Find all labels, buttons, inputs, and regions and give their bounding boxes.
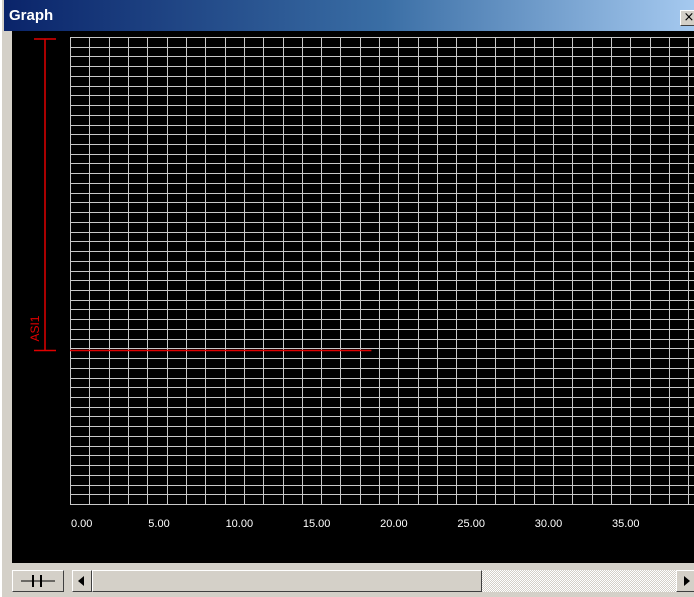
graph-plot-area[interactable]: 0.00 5.00 10.00 15.00 20.00 25.00 30.00 35.00 AS… [12, 31, 694, 563]
arrow-left-icon [78, 576, 84, 586]
window-title: Graph [9, 7, 54, 24]
zoom-handle-icon [21, 575, 55, 587]
x-tick-label: 25.00 [457, 518, 485, 530]
x-tick-label: 20.00 [380, 518, 408, 530]
x-tick-label: 10.00 [226, 518, 254, 530]
horizontal-scrollbar-thumb[interactable] [92, 570, 482, 592]
graph-chart: 0.00 5.00 10.00 15.00 20.00 25.00 30.00 35.00 AS… [28, 37, 694, 530]
x-tick-label: 15.00 [303, 518, 331, 530]
arrow-right-icon [684, 576, 690, 586]
close-button[interactable]: × [680, 10, 694, 26]
series-label-asi1: ASI1 [28, 315, 42, 341]
x-tick-label: 5.00 [148, 518, 169, 530]
bottom-toolbar [2, 563, 694, 597]
zoom-handle-button[interactable] [12, 570, 64, 592]
scroll-right-button[interactable] [676, 570, 694, 592]
x-tick-label: 0.00 [71, 518, 92, 530]
scroll-left-button[interactable] [72, 570, 92, 592]
x-tick-label: 35.00 [612, 518, 640, 530]
x-tick-label: 30.00 [535, 518, 563, 530]
title-bar[interactable]: Graph × [4, 0, 694, 31]
